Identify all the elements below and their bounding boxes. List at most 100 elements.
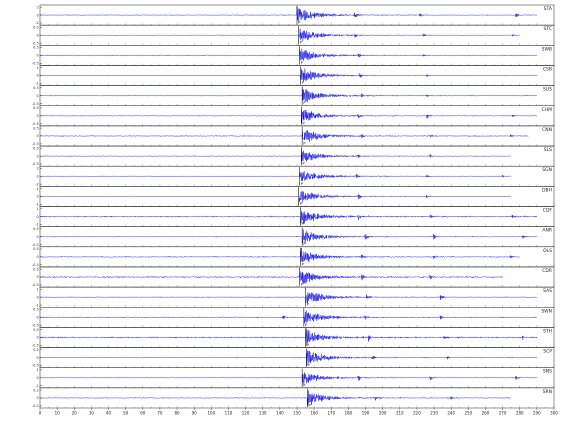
x-tick-label: 260: [482, 411, 490, 416]
x-tick-label: 150: [293, 411, 301, 416]
x-tick-label: 80: [175, 411, 181, 416]
trace-panel: 0.5 0 -0.5 P STC: [32, 24, 555, 46]
trace-panel: 0.5 0 -0.5 P CDR: [32, 266, 555, 288]
trace-panel: 1 0 -1 P DBH: [35, 186, 555, 207]
y-tick-label: 0: [37, 275, 40, 279]
waveform-line: [39, 68, 537, 82]
y-tick-label: 0: [37, 33, 40, 37]
waveform-line: [39, 350, 538, 366]
y-tick-label: -0.5: [32, 162, 39, 166]
y-tick-label: 0.5: [33, 86, 39, 90]
x-tick-label: 290: [533, 411, 541, 416]
y-tick-label: 0: [37, 255, 40, 259]
trace-panel: 0.5 0 -0.5 P SCP: [32, 347, 555, 368]
y-tick-label: 0: [37, 54, 40, 58]
y-tick-label: 1: [37, 207, 39, 211]
y-tick-label: 0.5: [33, 308, 39, 312]
station-name: OLS: [543, 248, 552, 254]
x-tick-label: 40: [106, 411, 112, 416]
y-tick-label: 0.2: [33, 388, 39, 392]
y-tick-label: 0.5: [33, 328, 39, 332]
x-tick-label: 140: [276, 411, 284, 416]
p-pick-label: P: [300, 41, 302, 45]
y-tick-label: 0.5: [33, 227, 39, 231]
trace-panel: 1 0 -1 P CDF: [35, 206, 555, 227]
p-pick-label: P: [307, 303, 309, 307]
station-name: DBH: [542, 187, 552, 193]
y-tick-label: 1: [37, 66, 39, 70]
x-tick-label: 160: [310, 411, 318, 416]
y-tick-label: 0: [37, 356, 40, 360]
trace-panel: 0.2 0 -0.2 P SRN: [32, 387, 555, 409]
y-tick-label: 2: [37, 167, 39, 171]
x-tick-label: 220: [413, 411, 421, 416]
y-tick-label: 1: [37, 187, 39, 191]
waveform-line: [39, 150, 512, 162]
x-tick-label: 120: [242, 411, 250, 416]
y-tick-label: -0.5: [32, 364, 39, 368]
p-pick-label: P: [301, 61, 303, 65]
x-tick-label: 190: [362, 411, 370, 416]
p-pick-label: P: [301, 283, 303, 287]
y-tick-label: -1: [35, 223, 39, 227]
y-tick-label: 0: [37, 174, 40, 178]
trace-panel: 0.5 0 -0.5 P OLS: [32, 246, 555, 268]
waveform-line: [39, 130, 529, 143]
p-pick-label: P: [302, 222, 304, 226]
p-pick-label: P: [302, 162, 304, 166]
x-tick-label: 180: [345, 411, 353, 416]
p-pick-label: P: [298, 21, 300, 25]
x-tick-label: 270: [499, 411, 507, 416]
y-tick-label: 0: [37, 336, 40, 340]
x-tick-label: 300: [550, 411, 558, 416]
y-tick-label: 0: [37, 13, 40, 17]
waveform-line: [39, 271, 503, 285]
y-tick-label: -1: [35, 303, 39, 307]
waveform-line: [39, 247, 520, 263]
y-tick-label: 2: [37, 5, 39, 9]
x-tick-label: 0: [39, 411, 42, 416]
station-name: SNS: [543, 369, 552, 375]
waveform-line: [39, 229, 537, 245]
waveform-line: [39, 328, 538, 346]
y-tick-label: -0.5: [32, 323, 39, 327]
p-pick-label: P: [303, 242, 305, 246]
station-name: SUS: [543, 87, 552, 93]
y-tick-label: 0: [37, 114, 40, 118]
p-pick-label: P: [303, 383, 305, 387]
y-tick-label: 0.5: [33, 126, 39, 130]
waveform-line: [39, 5, 537, 23]
x-tick-label: 10: [55, 411, 61, 416]
p-pick-label: P: [308, 363, 310, 367]
trace-panel: 0.5 0 -0.5 P ANR: [32, 226, 555, 248]
waveform-line: [39, 292, 537, 304]
y-tick-label: -0.2: [32, 404, 39, 408]
p-pick-label: P: [307, 343, 309, 347]
trace-panel: 1 0 -1 P SAS: [35, 286, 555, 308]
station-name: CDR: [542, 268, 552, 274]
y-tick-label: -2: [35, 21, 39, 25]
y-tick-label: 0: [37, 215, 40, 219]
y-tick-label: -0.5: [32, 283, 39, 287]
y-tick-label: 0: [37, 376, 40, 380]
waveform-line: [39, 109, 538, 124]
trace-panel: 0.5 0 -0.5 P SWN: [32, 307, 555, 328]
y-tick-label: -1: [35, 82, 39, 86]
y-tick-label: -0.5: [32, 122, 39, 126]
y-tick-label: -0.5: [32, 142, 39, 146]
trace-panel: 1 0 -1 P SNS: [35, 367, 555, 389]
station-name: CHM: [542, 107, 553, 113]
x-axis: 0 10 20 30 40 50 60 70 80 90 100 110 120 130 140 150 160…: [39, 408, 558, 416]
station-name: SGN: [542, 167, 552, 173]
y-tick-label: -0.5: [32, 41, 39, 45]
station-name: STH: [543, 328, 552, 334]
y-tick-label: 0: [37, 396, 40, 400]
y-tick-label: 0: [37, 235, 40, 239]
y-tick-label: -0.5: [32, 344, 39, 348]
p-pick-label: P: [301, 182, 303, 186]
p-pick-label: P: [302, 121, 304, 125]
p-pick-label: P: [302, 81, 304, 85]
waveform-line: [39, 372, 537, 386]
y-tick-label: 0.5: [33, 106, 39, 110]
